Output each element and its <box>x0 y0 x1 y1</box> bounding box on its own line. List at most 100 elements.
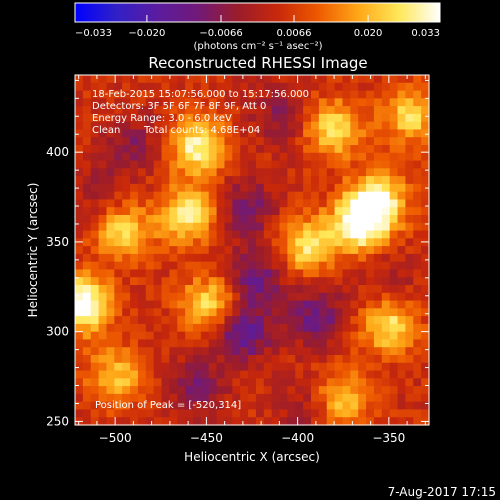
heatmap-cell <box>208 292 218 302</box>
heatmap-cell <box>373 323 383 333</box>
heatmap-cell <box>255 331 265 341</box>
heatmap-cell <box>193 386 202 395</box>
heatmap-cell <box>326 230 336 239</box>
heatmap-cell <box>358 207 367 216</box>
heatmap-cell <box>279 292 288 302</box>
heatmap-cell <box>366 261 375 271</box>
heatmap-cell <box>122 82 131 92</box>
heatmap-cell <box>169 277 178 286</box>
heatmap-cell <box>185 75 194 84</box>
heatmap-cell <box>161 393 170 403</box>
heatmap-cell <box>389 393 399 403</box>
heatmap-cell <box>130 417 139 426</box>
heatmap-cell <box>311 215 320 224</box>
heatmap-cell <box>279 129 288 138</box>
heatmap-cell <box>200 121 210 131</box>
heatmap-cell <box>421 207 430 216</box>
heatmap-cell <box>342 285 351 294</box>
heatmap-cell <box>405 215 414 224</box>
heatmap-cell <box>263 207 273 216</box>
heatmap-cell <box>389 331 399 341</box>
heatmap-cell <box>90 90 100 99</box>
heatmap-cell <box>342 417 351 426</box>
heatmap-cell <box>318 401 328 411</box>
heatmap-cell <box>334 378 344 387</box>
heatmap-cell <box>397 300 406 309</box>
heatmap-cell <box>185 191 194 201</box>
heatmap-cell <box>106 292 115 302</box>
heatmap-cell <box>153 121 163 131</box>
energy-range-text: Energy Range: 3.0 - 6.0 keV <box>92 113 232 124</box>
heatmap-cell <box>248 300 257 309</box>
heatmap-cell <box>98 261 108 271</box>
heatmap-cell <box>145 378 155 387</box>
heatmap-cell <box>421 261 430 271</box>
heatmap-cell <box>318 145 328 154</box>
heatmap-cell <box>75 347 84 356</box>
heatmap-cell <box>130 113 139 123</box>
heatmap-cell <box>405 121 414 131</box>
heatmap-cell <box>295 90 304 99</box>
heatmap-cell <box>161 355 170 364</box>
heatmap-cell <box>421 362 430 372</box>
heatmap-cell <box>106 331 115 341</box>
heatmap-cell <box>193 277 202 286</box>
heatmap-cell <box>169 401 178 411</box>
heatmap-cell <box>82 145 92 154</box>
heatmap-cell <box>405 183 414 193</box>
heatmap-cell <box>311 347 320 356</box>
heatmap-cell <box>224 183 233 193</box>
heatmap-cell <box>326 113 336 123</box>
heatmap-cell <box>177 347 186 356</box>
heatmap-cell <box>145 90 155 99</box>
heatmap-cell <box>153 417 163 426</box>
heatmap-cell <box>326 82 336 92</box>
heatmap-cell <box>295 292 304 302</box>
heatmap-cell <box>130 386 139 395</box>
heatmap-cell <box>224 191 233 201</box>
heatmap-cell <box>279 401 288 411</box>
time-range-text: 18-Feb-2015 15:07:56.000 to 15:17:56.000 <box>92 89 309 100</box>
heatmap-cell <box>334 386 344 395</box>
heatmap-cell <box>169 417 178 426</box>
heatmap-cell <box>98 160 108 169</box>
heatmap-cell <box>358 370 367 379</box>
heatmap-cell <box>303 160 312 169</box>
heatmap-cell <box>232 238 241 247</box>
heatmap-cell <box>358 168 367 177</box>
heatmap-cell <box>413 160 422 169</box>
heatmap-cell <box>240 160 249 169</box>
heatmap-cell <box>208 98 218 107</box>
heatmap-cell <box>137 285 147 294</box>
heatmap-cell <box>413 370 422 379</box>
heatmap-cell <box>287 355 296 364</box>
heatmap-cell <box>413 215 422 224</box>
heatmap-cell <box>405 238 414 247</box>
heatmap-cell <box>373 261 383 271</box>
heatmap-cell <box>263 339 273 348</box>
heatmap-cell <box>200 176 210 185</box>
heatmap-cell <box>366 393 375 403</box>
heatmap-cell <box>373 176 383 185</box>
heatmap-cell <box>145 160 155 169</box>
heatmap-cell <box>75 113 84 123</box>
heatmap-cell <box>137 106 147 115</box>
heatmap-cell <box>98 121 108 131</box>
heatmap-cell <box>413 300 422 309</box>
heatmap-cell <box>216 316 226 325</box>
heatmap-cell <box>161 90 170 99</box>
heatmap-cell <box>153 222 163 232</box>
heatmap-cell <box>106 168 115 177</box>
heatmap-cell <box>421 168 430 177</box>
heatmap-cell <box>373 277 383 286</box>
heatmap-cell <box>122 347 131 356</box>
heatmap-cell <box>200 152 210 162</box>
heatmap-cell <box>405 199 414 208</box>
heatmap-cell <box>177 269 186 278</box>
heatmap-cell <box>224 370 233 379</box>
heatmap-cell <box>75 269 84 278</box>
heatmap-cell <box>130 145 139 154</box>
x-tick-label: −350 <box>372 431 405 445</box>
heatmap-cell <box>295 98 304 107</box>
heatmap-cell <box>208 269 218 278</box>
